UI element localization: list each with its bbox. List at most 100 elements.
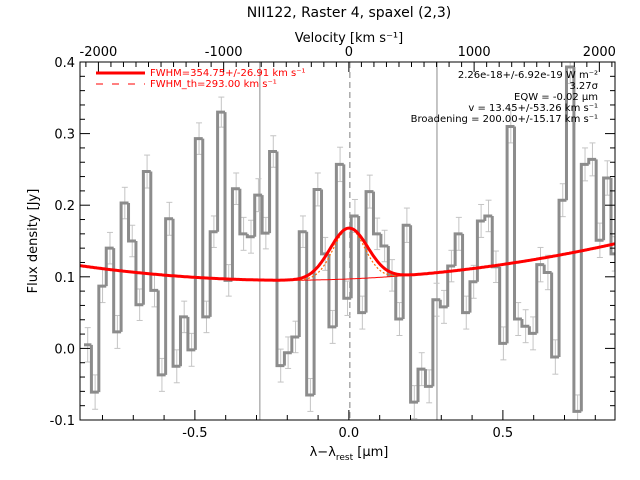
spectrum-bin — [238, 188, 248, 236]
spectrum-bin — [557, 198, 567, 357]
spectrum-bin — [423, 369, 433, 388]
spectrum-bin — [513, 126, 522, 321]
spectrum-bin — [282, 351, 292, 366]
spectrum-bin — [156, 290, 166, 377]
spectrum-bin — [312, 187, 322, 395]
spectrum-bin — [505, 124, 515, 344]
spectrum-bin — [349, 214, 359, 299]
spectrum-bin — [186, 316, 196, 352]
spectrum-bin — [357, 215, 367, 315]
spectrum-bin — [216, 110, 226, 232]
x-axis-label-unit: [µm] — [353, 445, 388, 460]
y-tick-label: 0.3 — [54, 128, 75, 143]
spectrum-bin — [498, 266, 508, 345]
spectrum-bin — [171, 218, 181, 368]
legend: FWHM=354.75+/-26.91 km s⁻¹FWHM_th=293.00… — [96, 68, 306, 90]
spectrum-bin — [587, 157, 597, 165]
fit-annotation: 3.27σ — [569, 81, 598, 92]
spectrum-bin — [379, 233, 389, 248]
x-tick-label: 0.5 — [493, 426, 514, 441]
spectrum-bin — [342, 164, 352, 300]
chart-title: NII122, Raster 4, spaxel (2,3) — [247, 5, 452, 21]
top-axis-label: Velocity [km s⁻¹] — [295, 31, 403, 46]
x-axis-label-sub: rest — [336, 453, 354, 463]
plot-frame — [79, 61, 616, 421]
spectrum-bin — [245, 233, 255, 239]
spectrum-bin — [416, 367, 426, 403]
spectrum-bin — [550, 272, 560, 359]
spectrum-bin — [305, 231, 315, 397]
spectrum-bin — [164, 217, 174, 375]
y-tick-label: 0.0 — [54, 342, 75, 357]
spectrum-bin — [401, 223, 411, 320]
spectrum-bin — [201, 138, 211, 319]
spectrum-bin — [290, 335, 300, 353]
x-axis-label-main: λ−λ — [310, 445, 337, 460]
spectrum-bin — [253, 193, 263, 237]
spectrum-bin — [431, 298, 441, 387]
spectrum-bin — [564, 65, 574, 201]
spectrum-bin — [535, 263, 545, 334]
top-tick-label: 1000 — [458, 45, 491, 60]
spectrum-bin — [475, 219, 485, 282]
spectrum-bin — [618, 131, 625, 253]
spectrum-bin — [438, 299, 448, 309]
fit-annotation: EQW = -0.02 µm — [514, 92, 598, 103]
spectrum-bin — [594, 159, 604, 242]
spectrum-bin — [409, 225, 419, 404]
spectrum-bin — [104, 246, 114, 287]
spectrum-bin — [327, 253, 337, 329]
spectrum-bin — [112, 248, 122, 334]
spectrum-bin — [230, 187, 240, 281]
spectrum-bin — [609, 177, 615, 256]
y-axis-label: Flux density [Jy] — [26, 189, 41, 294]
spectrum-bin — [483, 214, 493, 221]
spectrum-bin — [178, 315, 188, 367]
spectrum-bin — [149, 171, 159, 292]
spectrum-bin — [579, 162, 589, 412]
spectrum-bin — [268, 150, 277, 234]
spectrum-bin — [89, 344, 99, 394]
spectrum-bin — [275, 151, 285, 368]
spectrum-bin — [208, 230, 218, 317]
spectrum-bin — [119, 201, 129, 332]
x-tick-label: -0.5 — [182, 426, 207, 441]
top-tick-label: 2000 — [583, 45, 616, 60]
spectrum-bin — [141, 170, 151, 305]
spectrum-bin — [527, 326, 537, 335]
spectrum-bin — [542, 264, 552, 275]
gaussian-fit-line — [80, 226, 615, 282]
spectrum-bin — [394, 275, 404, 321]
y-tick-label: 0.1 — [54, 271, 75, 286]
spectrum-bin — [364, 190, 374, 313]
spectrum-bin — [602, 176, 612, 241]
spectrum-bin — [520, 319, 530, 328]
fit-annotation: Broadening = 200.00+/-15.17 km s⁻¹ — [411, 114, 598, 125]
y-tick-label: -0.1 — [50, 414, 75, 429]
top-tick-label: -2000 — [80, 45, 118, 60]
axes: -0.5 0.0 0.5 -2000 -1000 0 1000 2000 -0.1 0.0 0.1 0… — [50, 45, 616, 441]
spectrum-bin — [386, 246, 396, 277]
spectrum-bin — [453, 232, 463, 267]
spectrum-bin — [572, 67, 582, 413]
spectrum-bin — [371, 191, 381, 236]
spectrum-bin — [461, 233, 470, 315]
x-axis-label: λ−λrest [µm] — [310, 445, 389, 463]
spectrum-bin — [297, 230, 307, 337]
spectrum-bin — [97, 284, 107, 393]
x-tick-label: 0.0 — [339, 426, 360, 441]
plot-area — [80, 62, 625, 420]
spectrum-bin — [334, 162, 344, 327]
legend-label: FWHM=354.75+/-26.91 km s⁻¹ — [150, 68, 306, 79]
top-tick-label: -1000 — [205, 45, 243, 60]
y-tick-label: 0.2 — [54, 199, 75, 214]
fit-annotation: v = 13.45+/-53.26 km s⁻¹ — [468, 103, 598, 114]
spectrum-bin — [134, 241, 144, 307]
legend-label: FWHM_th=293.00 km s⁻¹ — [150, 79, 277, 90]
top-tick-label: 0 — [345, 45, 353, 60]
fit-annotation: 2.26e-18+/-6.92e-19 W m⁻² — [458, 70, 598, 81]
spectrum-bin — [127, 203, 136, 243]
spectrum-bin — [468, 280, 478, 313]
